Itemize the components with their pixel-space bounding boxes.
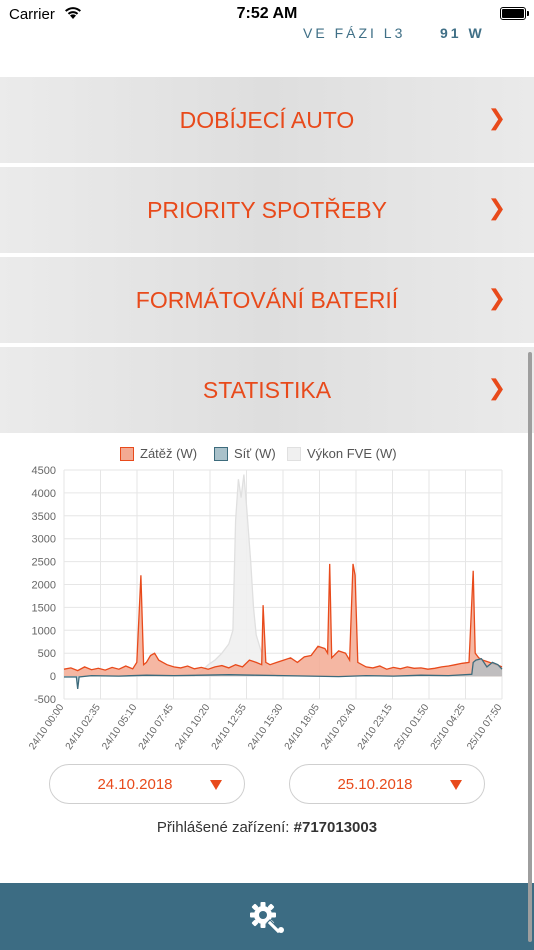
chevron-right-icon: ❯ [487,195,506,220]
legend-item-load[interactable]: Zátěž (W) [120,446,197,461]
battery-icon [500,7,529,20]
date-from-value: 24.10.2018 [97,776,173,793]
x-tick-label: 24/10 00:00 [27,702,67,752]
x-tick-label: 24/10 23:15 [356,702,396,752]
x-tick-label: 25/10 04:25 [429,702,469,752]
y-tick-label: 2500 [32,557,56,569]
y-tick-label: 2000 [32,580,56,592]
statistics-chart[interactable]: -500 0 500 1000 1500 2000 2500 3000 3500 4000 4500… [0,462,534,762]
y-tick-label: 500 [38,648,56,660]
legend-swatch [287,446,301,461]
wifi-icon [65,7,81,19]
menu-item-car-charging[interactable]: DOBÍJECÍ AUTO ❯ [0,77,534,163]
menu-item-label: DOBÍJECÍ AUTO [179,107,355,133]
device-label: Přihlášené zařízení: [156,819,290,836]
series-line [63,563,503,672]
x-tick-label: 24/10 12:55 [210,702,250,752]
x-tick-label: 25/10 07:50 [465,702,505,752]
dropdown-arrow-icon [450,780,462,790]
x-tick-label: 24/10 20:40 [319,702,359,752]
x-tick-label: 24/10 05:10 [100,702,140,752]
device-id: #717013003 [293,819,378,836]
main-menu: DOBÍJECÍ AUTO ❯ PRIORITY SPOTŘEBY ❯ FORM… [0,77,534,437]
legend-label: Výkon FVE (W) [307,446,397,461]
x-tick-label: 24/10 10:20 [173,702,213,752]
phase-value: 91 W [440,25,485,41]
y-tick-label: 0 [50,671,56,683]
legend-label: Zátěž (W) [140,446,198,461]
device-info: Přihlášené zařízení: #717013003 [0,819,534,836]
y-tick-label: -500 [34,694,56,706]
footer-bar [0,883,534,950]
carrier-label: Carrier [9,6,55,23]
menu-item-statistics[interactable]: STATISTIKA ❯ [0,347,534,433]
menu-item-label: FORMÁTOVÁNÍ BATERIÍ [135,287,399,313]
chart-legend: Zátěž (W) Síť (W) Výkon FVE (W) [0,444,534,464]
legend-swatch [214,446,228,461]
y-tick-label: 4500 [32,465,56,477]
y-tick-label: 4000 [32,488,56,500]
status-bar: Carrier 7:52 AM [0,0,534,28]
scrollbar[interactable] [528,352,532,942]
menu-item-consumption-priorities[interactable]: PRIORITY SPOTŘEBY ❯ [0,167,534,253]
menu-item-label: PRIORITY SPOTŘEBY [147,197,387,223]
date-from-picker[interactable]: 24.10.2018 [49,764,245,804]
phase-label: VE FÁZI L3 [303,25,406,41]
x-tick-label: 24/10 15:30 [246,702,286,752]
menu-item-label: STATISTIKA [202,377,332,403]
date-to-value: 25.10.2018 [337,776,413,793]
clock-time: 7:52 AM [236,5,298,22]
chevron-right-icon: ❯ [487,375,506,400]
dropdown-arrow-icon [210,780,222,790]
series-line [64,657,503,689]
y-tick-label: 3500 [32,511,56,523]
y-tick-label: 1000 [32,625,56,637]
phase-readout: VE FÁZI L3 91 W [0,24,534,44]
series-area [64,563,502,677]
menu-item-battery-formatting[interactable]: FORMÁTOVÁNÍ BATERIÍ ❯ [0,257,534,343]
x-tick-label: 25/10 01:50 [392,702,432,752]
x-tick-label: 24/10 02:35 [64,702,104,752]
y-tick-label: 1500 [32,602,56,614]
legend-label: Síť (W) [234,446,276,461]
legend-item-pv[interactable]: Výkon FVE (W) [287,446,397,461]
x-tick-label: 24/10 07:45 [137,702,177,752]
x-tick-label: 24/10 18:05 [283,702,323,752]
settings-gear-icon[interactable] [248,900,286,934]
chevron-right-icon: ❯ [487,285,506,310]
date-to-picker[interactable]: 25.10.2018 [289,764,485,804]
chevron-right-icon: ❯ [487,105,506,130]
y-tick-label: 3000 [32,534,56,546]
legend-item-grid[interactable]: Síť (W) [214,446,276,461]
legend-swatch [120,446,134,461]
